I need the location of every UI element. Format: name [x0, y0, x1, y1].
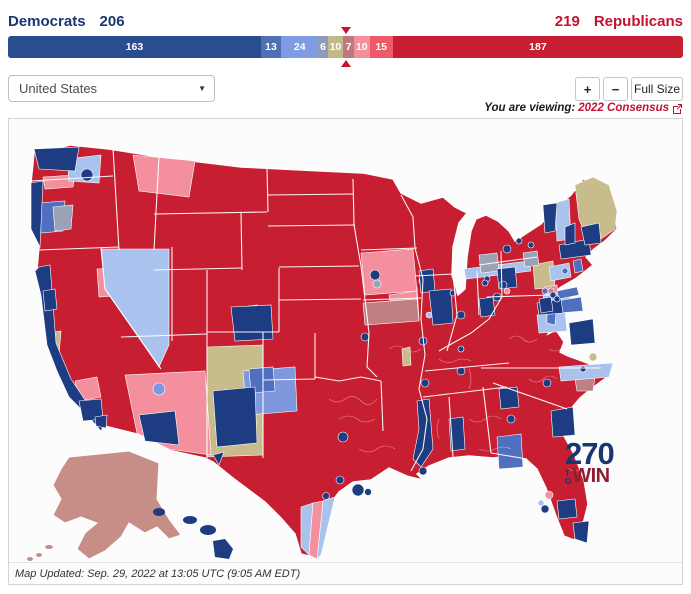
- hawaii-shape: [153, 508, 233, 559]
- external-link-icon[interactable]: [672, 103, 683, 114]
- seat-segment-lean-dem[interactable]: 24: [281, 36, 319, 58]
- viewing-line: You are viewing: 2022 Consensus: [484, 102, 683, 114]
- region-select[interactable]: United States: [8, 75, 215, 102]
- region-select-wrap: United States ▼: [8, 75, 215, 102]
- viewing-map-link[interactable]: 2022 Consensus: [578, 102, 669, 114]
- us-house-district-map[interactable]: [9, 119, 684, 564]
- logo-win: WIN: [572, 465, 610, 488]
- democrats-label: Democrats: [8, 13, 86, 30]
- seat-segment-safe-dem[interactable]: 163: [8, 36, 261, 58]
- republicans-total: 219 Republicans: [555, 13, 683, 30]
- seat-segment-safe-rep[interactable]: 187: [392, 36, 683, 58]
- viewing-prefix: You are viewing:: [484, 102, 576, 114]
- alaska-shape: [27, 450, 182, 561]
- seat-segment-tilt-dem[interactable]: 6: [318, 36, 328, 58]
- democrats-seat-count: 206: [99, 13, 125, 30]
- zoom-in-button[interactable]: +: [575, 77, 600, 101]
- majority-marker-bottom-icon: [341, 60, 351, 67]
- seat-distribution-bar[interactable]: 163 13 24 6 10 7 10 15 187: [8, 36, 683, 58]
- full-size-button[interactable]: Full Size: [631, 77, 683, 101]
- seat-segment-lean-rep[interactable]: 10: [354, 36, 370, 58]
- democrats-total: Democrats 206: [8, 13, 125, 30]
- republicans-label: Republicans: [593, 13, 683, 30]
- majority-marker-top-icon: [341, 27, 351, 34]
- map-updated-text: Map Updated: Sep. 29, 2022 at 13:05 UTC …: [9, 562, 682, 584]
- logo-number: 270: [565, 436, 615, 471]
- republicans-seat-count: 219: [554, 13, 580, 30]
- zoom-out-button[interactable]: −: [603, 77, 628, 101]
- seat-segment-toss-up[interactable]: 10: [327, 36, 344, 58]
- seat-segment-tilt-rep[interactable]: 7: [343, 36, 355, 58]
- seat-segment-likely-dem[interactable]: 13: [260, 36, 282, 58]
- seat-segment-likely-rep[interactable]: 15: [369, 36, 393, 58]
